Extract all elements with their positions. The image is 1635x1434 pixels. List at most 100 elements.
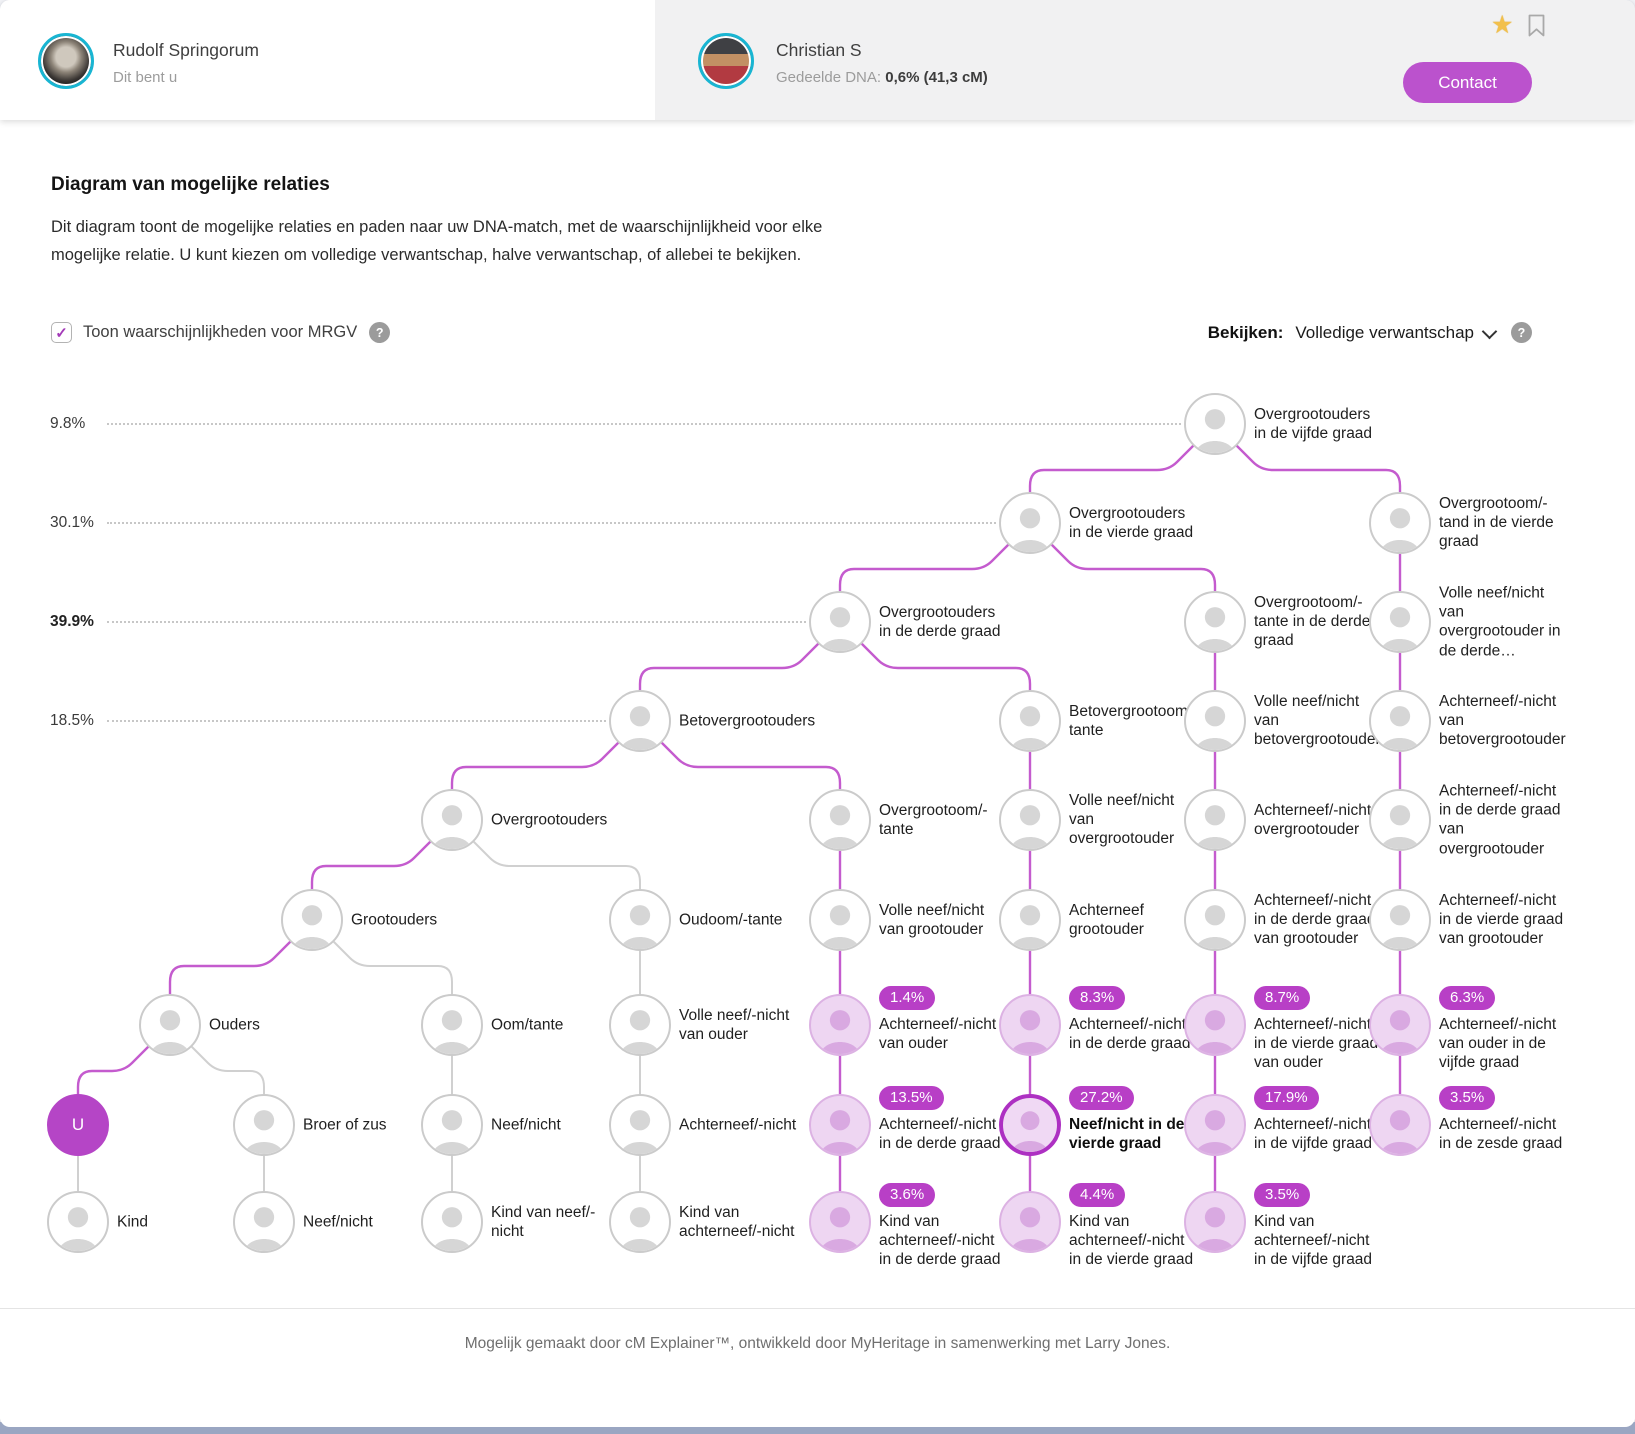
tree-node[interactable]: Kind — [47, 1191, 148, 1253]
tree-node[interactable]: Achterneef/-nicht in de vierde graad van… — [1369, 889, 1563, 951]
node-circle[interactable] — [47, 1191, 109, 1253]
tree-node[interactable]: 3.5% Kind van achterneef/-nicht in de vij… — [1184, 1183, 1372, 1268]
tree-node[interactable]: Volle neef/nicht van overgrootouder in d… — [1369, 585, 1561, 659]
relationship-path-highlighted — [1050, 543, 1217, 622]
node-circle[interactable] — [999, 1094, 1061, 1156]
node-circle[interactable] — [1184, 1094, 1246, 1156]
node-circle[interactable] — [999, 492, 1061, 554]
tree-node[interactable]: Achterneef/-nicht overgrootouder — [1184, 789, 1371, 851]
node-circle[interactable] — [999, 789, 1061, 851]
node-circle[interactable] — [421, 1094, 483, 1156]
node-circle[interactable] — [1369, 690, 1431, 752]
node-circle[interactable] — [1369, 994, 1431, 1056]
node-label: Betovergrootoom/-tante — [1069, 702, 1198, 739]
tree-node[interactable]: Achterneef grootouder — [999, 889, 1144, 951]
node-circle[interactable] — [1369, 889, 1431, 951]
view-selector-value[interactable]: Volledige verwantschap — [1295, 322, 1474, 342]
mrgv-checkbox[interactable]: ✓ — [51, 322, 72, 343]
tree-node[interactable]: Achterneef/-nicht van betovergrootouder — [1369, 690, 1566, 752]
node-circle[interactable] — [233, 1191, 295, 1253]
tree-node[interactable]: 3.6% Kind van achterneef/-nicht in de der… — [809, 1183, 1001, 1268]
tree-node[interactable]: Neef/nicht — [421, 1094, 561, 1156]
node-circle[interactable] — [1369, 492, 1431, 554]
node-circle[interactable] — [1369, 591, 1431, 653]
node-circle[interactable] — [809, 994, 871, 1056]
tree-node[interactable]: 3.5% Achterneef/-nicht in de zesde graad — [1369, 1086, 1562, 1156]
tree-node[interactable]: Overgrootoom/-tante — [809, 789, 988, 851]
contact-button[interactable]: Contact — [1403, 62, 1532, 103]
node-circle[interactable] — [421, 994, 483, 1056]
node-text: Achterneef/-nicht in de derde graad van … — [1254, 891, 1382, 949]
tree-node[interactable]: Betovergrootouders — [609, 690, 815, 752]
mrgv-help-icon[interactable]: ? — [369, 322, 391, 343]
node-circle[interactable] — [1184, 591, 1246, 653]
node-circle[interactable] — [1369, 1094, 1431, 1156]
node-circle[interactable] — [999, 994, 1061, 1056]
node-circle[interactable] — [609, 1094, 671, 1156]
node-circle[interactable] — [609, 889, 671, 951]
tree-node[interactable]: Volle neef/nicht van betovergrootouder — [1184, 690, 1381, 752]
node-circle[interactable] — [1184, 789, 1246, 851]
tree-node[interactable]: 13.5% Achterneef/-nicht in de derde graad — [809, 1086, 1001, 1156]
tree-node[interactable]: Broer of zus — [233, 1094, 387, 1156]
person-silhouette-icon — [1195, 706, 1235, 750]
node-circle[interactable] — [139, 994, 201, 1056]
tree-node[interactable]: Volle neef/nicht van grootouder — [809, 889, 984, 951]
tree-node-self[interactable]: U — [47, 1094, 109, 1156]
node-circle[interactable] — [421, 789, 483, 851]
tree-node[interactable]: Overgrootouders — [421, 789, 607, 851]
node-circle[interactable]: U — [47, 1094, 109, 1156]
tree-node[interactable]: Grootouders — [281, 889, 437, 951]
tree-node[interactable]: 1.4% Achterneef/-nicht van ouder — [809, 986, 996, 1056]
node-circle[interactable] — [1184, 994, 1246, 1056]
tree-node[interactable]: Oom/tante — [421, 994, 563, 1056]
node-circle[interactable] — [999, 889, 1061, 951]
tree-node[interactable]: Betovergrootoom/-tante — [999, 690, 1197, 752]
node-circle[interactable] — [809, 789, 871, 851]
tree-node[interactable]: Ouders — [139, 994, 260, 1056]
tree-node[interactable]: 8.7% Achterneef/-nicht in de vierde graad… — [1184, 986, 1378, 1071]
node-circle[interactable] — [999, 690, 1061, 752]
tree-node[interactable]: Achterneef/-nicht in de derde graad van … — [1184, 889, 1376, 951]
tree-node[interactable]: Overgrootouders in de vijfde graad — [1184, 393, 1372, 455]
node-label: Achterneef/-nicht in de derde graad — [1069, 1016, 1191, 1053]
node-circle[interactable] — [281, 889, 343, 951]
node-circle[interactable] — [1184, 1191, 1246, 1253]
tree-node[interactable]: Kind van neef/-nicht — [421, 1191, 595, 1253]
tree-node[interactable]: Achterneef/-nicht — [609, 1094, 796, 1156]
node-circle[interactable] — [999, 1191, 1061, 1253]
node-circle[interactable] — [421, 1191, 483, 1253]
tree-node[interactable]: 17.9% Achterneef/-nicht in de vijfde graa… — [1184, 1086, 1372, 1156]
tree-node[interactable]: Achterneef/-nicht in de derde graad van … — [1369, 783, 1561, 857]
node-circle[interactable] — [233, 1094, 295, 1156]
node-circle[interactable] — [1184, 690, 1246, 752]
tree-node[interactable]: Overgrootoom/-tand in de vierde graad — [1369, 492, 1554, 554]
view-help-icon[interactable]: ? — [1511, 322, 1532, 343]
node-circle[interactable] — [809, 889, 871, 951]
node-circle[interactable] — [1184, 889, 1246, 951]
tree-node[interactable]: Overgrootouders in de derde graad — [809, 591, 1001, 653]
tree-node[interactable]: Volle neef/-nicht van ouder — [609, 994, 789, 1056]
node-circle[interactable] — [1369, 789, 1431, 851]
bookmark-icon[interactable] — [1528, 14, 1545, 42]
person-silhouette-icon — [620, 1010, 660, 1054]
node-circle[interactable] — [809, 591, 871, 653]
node-circle[interactable] — [1184, 393, 1246, 455]
tree-node-most-likely[interactable]: 27.2% Neef/nicht in de vierde graad — [999, 1086, 1184, 1156]
tree-node[interactable]: 8.3% Achterneef/-nicht in de derde graad — [999, 986, 1191, 1056]
tree-node[interactable]: Overgrootoom/-tante in de derde graad — [1184, 591, 1370, 653]
node-circle[interactable] — [609, 690, 671, 752]
relationship-diagram: 9.8% 30.1% 39.9% 18.5% Overgrootouders in de… — [47, 393, 1566, 1268]
node-circle[interactable] — [609, 1191, 671, 1253]
tree-node[interactable]: Kind van achterneef/-nicht — [609, 1191, 794, 1253]
tree-node[interactable]: Oudoom/-tante — [609, 889, 782, 951]
tree-node[interactable]: Overgrootouders in de vierde graad — [999, 492, 1193, 554]
node-circle[interactable] — [809, 1191, 871, 1253]
node-circle[interactable] — [609, 994, 671, 1056]
node-circle[interactable] — [809, 1094, 871, 1156]
favorite-star-icon[interactable]: ★ — [1491, 11, 1514, 39]
tree-node[interactable]: Neef/nicht — [233, 1191, 373, 1253]
tree-node[interactable]: 4.4% Kind van achterneef/-nicht in de vie… — [999, 1183, 1193, 1268]
tree-node[interactable]: 6.3% Achterneef/-nicht van ouder in de vi… — [1369, 986, 1556, 1071]
tree-node[interactable]: Volle neef/nicht van overgrootouder — [999, 789, 1174, 851]
